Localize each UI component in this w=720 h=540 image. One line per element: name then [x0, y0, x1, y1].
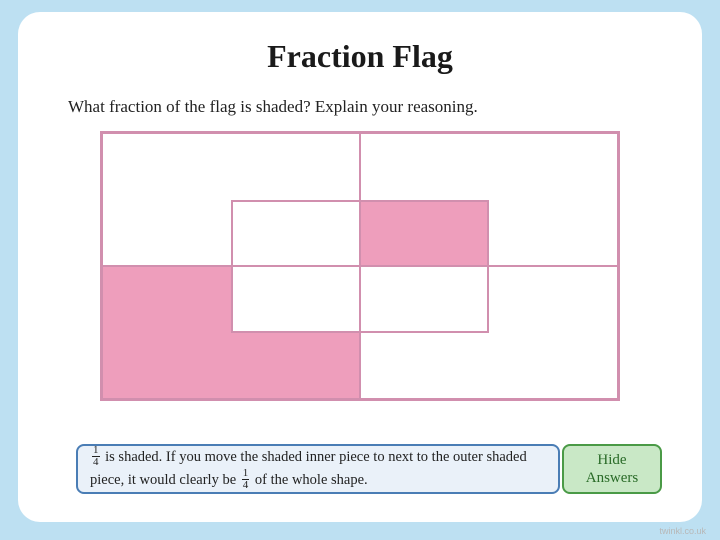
- inner-quadrant-top-left: [232, 201, 360, 267]
- question-text: What fraction of the flag is shaded? Exp…: [68, 97, 662, 117]
- hide-answers-button[interactable]: Hide Answers: [562, 444, 662, 494]
- inner-quadrant-bottom-left: [232, 266, 360, 332]
- answer-text: 1 4 is shaded. If you move the shaded in…: [90, 446, 546, 492]
- inner-rectangle: [231, 200, 489, 333]
- fraction-1: 1 4: [92, 445, 100, 468]
- answer-box: 1 4 is shaded. If you move the shaded in…: [76, 444, 560, 494]
- answer-text-part2: of the whole shape.: [251, 472, 367, 488]
- flag-container: [100, 131, 620, 401]
- inner-quadrant-bottom-right: [360, 266, 488, 332]
- fraction-flag: [100, 131, 620, 401]
- fraction-2: 1 4: [242, 468, 250, 491]
- hide-answers-line1: Hide: [564, 451, 660, 469]
- worksheet-card: Fraction Flag What fraction of the flag …: [18, 12, 702, 522]
- page-title: Fraction Flag: [58, 38, 662, 75]
- watermark: twinkl.co.uk: [659, 526, 706, 536]
- inner-quadrant-top-right: [360, 201, 488, 267]
- fraction-2-denominator: 4: [242, 480, 250, 491]
- fraction-1-denominator: 4: [92, 457, 100, 468]
- hide-answers-line2: Answers: [564, 469, 660, 487]
